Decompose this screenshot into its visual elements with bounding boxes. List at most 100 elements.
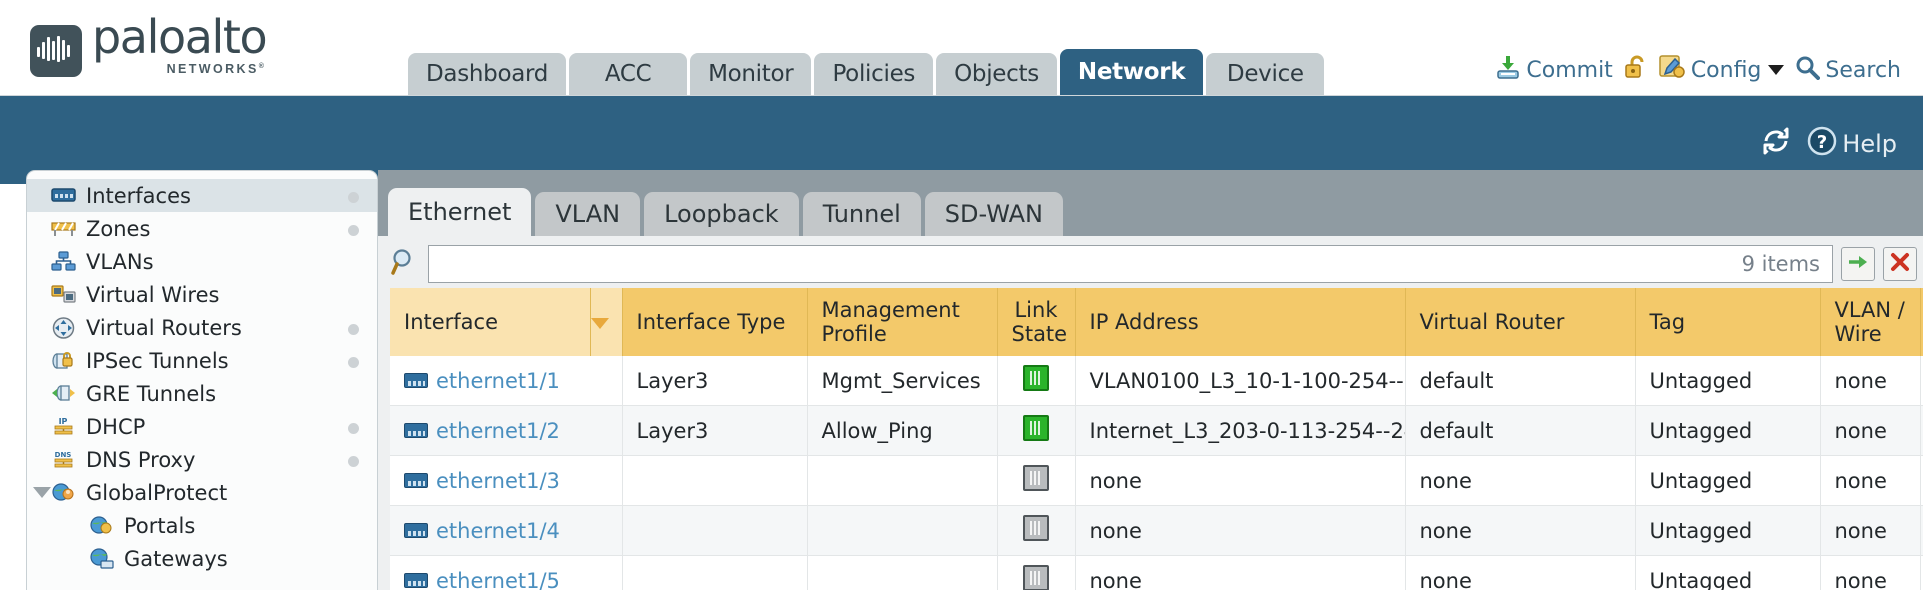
column-header-management-profile[interactable]: Management Profile [807,288,998,356]
cell-ip-address: VLAN0100_L3_10-1-100-254--24 [1075,356,1406,406]
link-state-down-icon [1023,515,1049,541]
sidebar-item-dns-proxy[interactable]: DNS DNS Proxy [27,443,377,476]
cell-link-state [997,405,1076,456]
nav-tab-objects[interactable]: Objects [936,53,1057,95]
lock-button[interactable] [1624,54,1648,86]
sidebar-item-gre-tunnels[interactable]: GRE Tunnels [27,377,377,410]
apply-filter-button[interactable] [1841,247,1875,281]
nav-tab-monitor[interactable]: Monitor [690,53,812,95]
vertical-scrollbar[interactable] [1920,288,1923,356]
commit-button[interactable]: Commit [1495,54,1613,86]
cell-interface-type: Layer3 [622,405,808,456]
chevron-down-icon[interactable] [1768,65,1785,75]
nav-tab-network[interactable]: Network [1059,49,1204,95]
cell-link-state [997,505,1076,556]
items-count: 9 items [1741,252,1820,276]
table-row[interactable]: ethernet1/5 none none Untagged none [390,555,1923,590]
ipsec-tunnels-icon [51,350,76,372]
top-bar: paloalto NETWORKS® Dashboard ACC Monitor… [0,0,1923,96]
refresh-button[interactable] [1761,127,1791,160]
cell-virtual-router: default [1405,405,1636,456]
interfaces-icon [51,185,76,207]
commit-icon [1495,54,1521,86]
vlans-icon [51,250,76,273]
cell-tag: Untagged [1635,505,1821,556]
interface-link[interactable]: ethernet1/3 [436,468,560,493]
sidebar-item-ipsec-tunnels[interactable]: IPSec Tunnels [27,344,377,377]
ethernet-port-icon [404,523,428,538]
brand-logo[interactable]: paloalto NETWORKS® [30,14,268,77]
search-button[interactable]: Search [1795,55,1901,86]
sidebar-status-dot [348,192,359,203]
search-input[interactable]: 9 items [428,245,1833,283]
sidebar-status-dot [348,324,359,335]
column-header-virtual-router[interactable]: Virtual Router [1405,288,1636,356]
search-icon[interactable] [390,247,420,282]
table-row[interactable]: ethernet1/2 Layer3 Allow_Ping Internet_L… [390,405,1923,456]
cell-management-profile [807,555,998,590]
cell-interface[interactable]: ethernet1/4 [390,505,623,556]
table-row[interactable]: ethernet1/4 none none Untagged none [390,505,1923,556]
sidebar-item-portals[interactable]: Portals [27,509,377,542]
tab-ethernet[interactable]: Ethernet [388,188,532,236]
interface-link[interactable]: ethernet1/1 [436,368,560,393]
cell-interface[interactable]: ethernet1/3 [390,455,623,506]
interface-link[interactable]: ethernet1/5 [436,568,560,590]
sidebar-item-vlans[interactable]: VLANs [27,245,377,278]
sidebar-item-virtual-routers[interactable]: Virtual Routers [27,311,377,344]
sidebar-item-label: Interfaces [86,183,191,208]
cell-management-profile [807,455,998,506]
column-header-vlan-wire[interactable]: VLAN / Wire [1820,288,1921,356]
table-row[interactable]: ethernet1/1 Layer3 Mgmt_Services VLAN010… [390,356,1923,406]
link-state-up-icon [1023,415,1049,441]
cell-vlan-wire: none [1820,356,1921,406]
tab-vlan[interactable]: VLAN [535,192,641,236]
sidebar-item-label: Gateways [124,546,228,571]
svg-text:DNS: DNS [55,451,72,459]
expander-triangle-icon[interactable] [33,487,51,498]
column-header-interface[interactable]: Interface [390,288,591,356]
dhcp-icon: IP [51,416,76,438]
table-row[interactable]: ethernet1/3 none none Untagged none [390,455,1923,506]
virtual-routers-icon [51,316,76,339]
nav-tab-dashboard[interactable]: Dashboard [408,53,567,95]
cell-interface[interactable]: ethernet1/5 [390,555,623,590]
search-icon [1795,55,1821,86]
globalprotect-icon [51,482,76,504]
sidebar-item-label: Virtual Routers [86,315,242,340]
cell-interface[interactable]: ethernet1/1 [390,356,623,406]
column-header-link-state[interactable]: Link State [997,288,1076,356]
cell-tag: Untagged [1635,405,1821,456]
clear-filter-button[interactable] [1883,247,1917,281]
green-arrow-icon [1847,252,1869,277]
tab-sdwan[interactable]: SD-WAN [924,192,1063,236]
cell-interface[interactable]: ethernet1/2 [390,405,623,456]
sidebar-item-interfaces[interactable]: Interfaces [27,179,377,212]
sidebar-item-globalprotect[interactable]: GlobalProtect [27,476,377,509]
config-menu[interactable]: Config [1659,54,1785,86]
row-scroll-spacer [1920,505,1923,556]
column-header-interface-type[interactable]: Interface Type [622,288,808,356]
tab-tunnel[interactable]: Tunnel [802,192,921,236]
sidebar-item-dhcp[interactable]: IP DHCP [27,410,377,443]
red-x-icon [1890,252,1910,277]
sidebar-item-zones[interactable]: Zones [27,212,377,245]
cell-tag: Untagged [1635,455,1821,506]
nav-tab-device[interactable]: Device [1206,53,1325,95]
content-area: Ethernet VLAN Loopback Tunnel SD-WAN 9 i… [378,170,1923,590]
interfaces-table-wrap[interactable]: Interface Interface Type Management Prof… [390,288,1923,590]
interface-link[interactable]: ethernet1/2 [436,418,560,443]
column-header-tag[interactable]: Tag [1635,288,1821,356]
sidebar-item-label: Zones [86,216,151,241]
column-sort-toggle[interactable] [590,288,623,356]
sidebar-item-gateways[interactable]: Gateways [27,542,377,575]
sidebar-item-virtual-wires[interactable]: Virtual Wires [27,278,377,311]
nav-tab-acc[interactable]: ACC [569,53,688,95]
tab-loopback[interactable]: Loopback [644,192,799,236]
nav-tab-policies[interactable]: Policies [814,53,934,95]
interface-link[interactable]: ethernet1/4 [436,518,560,543]
search-label: Search [1825,57,1901,83]
help-button[interactable]: ? Help [1807,126,1897,161]
column-header-ip-address[interactable]: IP Address [1075,288,1406,356]
cell-vlan-wire: none [1820,555,1921,590]
